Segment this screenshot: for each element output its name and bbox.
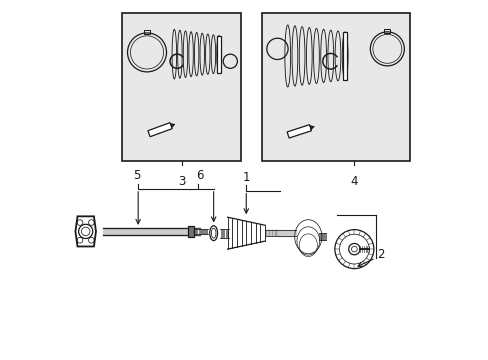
Ellipse shape xyxy=(209,226,217,240)
Bar xyxy=(143,30,150,33)
Bar xyxy=(384,30,389,32)
FancyBboxPatch shape xyxy=(216,36,221,73)
Text: 5: 5 xyxy=(132,170,140,183)
Text: 1: 1 xyxy=(242,171,249,184)
Text: 3: 3 xyxy=(178,175,185,188)
Ellipse shape xyxy=(211,228,216,238)
FancyBboxPatch shape xyxy=(343,32,346,80)
Circle shape xyxy=(348,243,359,255)
Bar xyxy=(261,13,409,161)
Text: 6: 6 xyxy=(196,170,203,183)
Polygon shape xyxy=(147,123,172,137)
Polygon shape xyxy=(286,125,311,138)
Text: 2: 2 xyxy=(377,248,384,261)
Bar xyxy=(187,226,194,237)
Bar xyxy=(122,13,241,161)
Text: 4: 4 xyxy=(349,175,357,188)
